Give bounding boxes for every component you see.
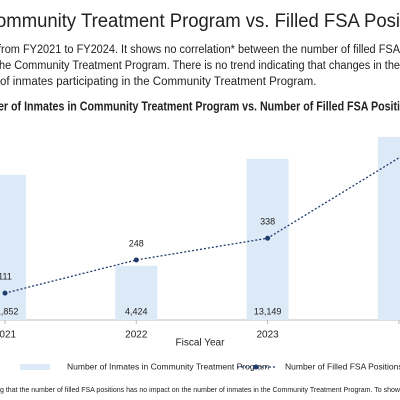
bar-value-label: 11,852: [0, 306, 18, 316]
page-title: ommunity Treatment Program vs. Filled FS…: [0, 11, 400, 32]
line-value-label: 248: [129, 238, 144, 248]
line-value-label: 338: [260, 217, 275, 227]
plot-area: [0, 136, 400, 324]
chart-title: er of Inmates in Community Treatment Pro…: [0, 98, 400, 113]
line-point: [265, 235, 271, 241]
line-point: [2, 290, 8, 296]
bar: [115, 265, 158, 320]
footnote: g that the number of filled FSA position…: [0, 385, 400, 394]
subtitle-line: from FY2021 to FY2024. It shows no corre…: [0, 44, 400, 56]
subtitle-line: he Community Treatment Program. There is…: [0, 60, 400, 72]
bar-value-label: 4,424: [125, 306, 148, 316]
line-point: [133, 257, 139, 263]
legend-label: Number of Filled FSA Positions: [285, 361, 400, 371]
x-axis-label: Fiscal Year: [176, 338, 226, 349]
legend-swatch: [20, 364, 50, 370]
line-series: [4, 157, 400, 294]
x-tick-label: 2021: [0, 330, 17, 341]
x-tick-label: 2023: [256, 330, 279, 341]
bar-value-label: 13,149: [254, 306, 282, 316]
subtitle-line: of inmates participating in the Communit…: [0, 76, 316, 88]
x-tick-label: 2022: [125, 330, 148, 341]
legend-swatch-dot: [253, 364, 259, 370]
bar: [377, 136, 400, 320]
bar: [0, 174, 26, 320]
line-value-label: 111: [0, 272, 12, 282]
legend-label: Number of Inmates in Community Treatment…: [67, 361, 269, 371]
